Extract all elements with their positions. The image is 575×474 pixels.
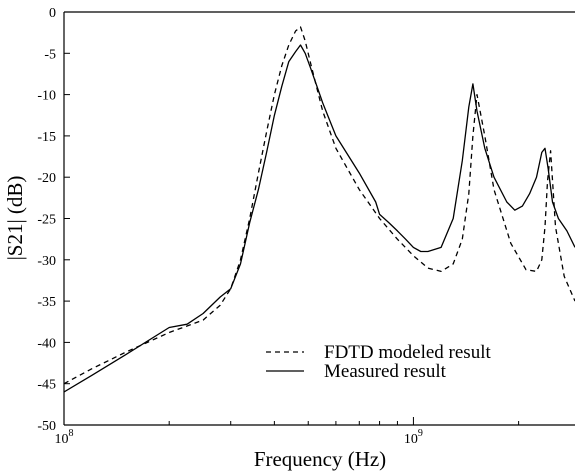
x-axis-label: Frequency (Hz): [254, 447, 386, 471]
y-tick-label: -5: [44, 47, 56, 62]
y-axis-label: |S21| (dB): [3, 176, 27, 261]
y-tick-label: 0: [49, 6, 56, 21]
legend-box: [257, 335, 562, 385]
legend-label-measured: Measured result: [324, 361, 447, 382]
legend-label-fdtd: FDTD modeled result: [324, 342, 491, 363]
y-tick-label: -50: [37, 419, 56, 434]
fdtd-series-line: [64, 26, 575, 385]
y-tick-label: -40: [37, 336, 56, 351]
y-tick-label: -20: [37, 171, 56, 186]
y-tick-label: -25: [37, 213, 56, 228]
measured-series-line: [64, 44, 575, 393]
series: [64, 26, 575, 393]
y-tick-label: -15: [37, 130, 56, 145]
y-tick-label: -35: [37, 295, 56, 310]
x-tick-label: 108: [55, 428, 74, 447]
x-tick-label: 109: [404, 428, 423, 447]
y-tick-label: -30: [37, 254, 56, 269]
y-tick-label: -10: [37, 89, 56, 104]
y-tick-label: -45: [37, 378, 56, 393]
legend: FDTD modeled result Measured result: [257, 335, 562, 385]
